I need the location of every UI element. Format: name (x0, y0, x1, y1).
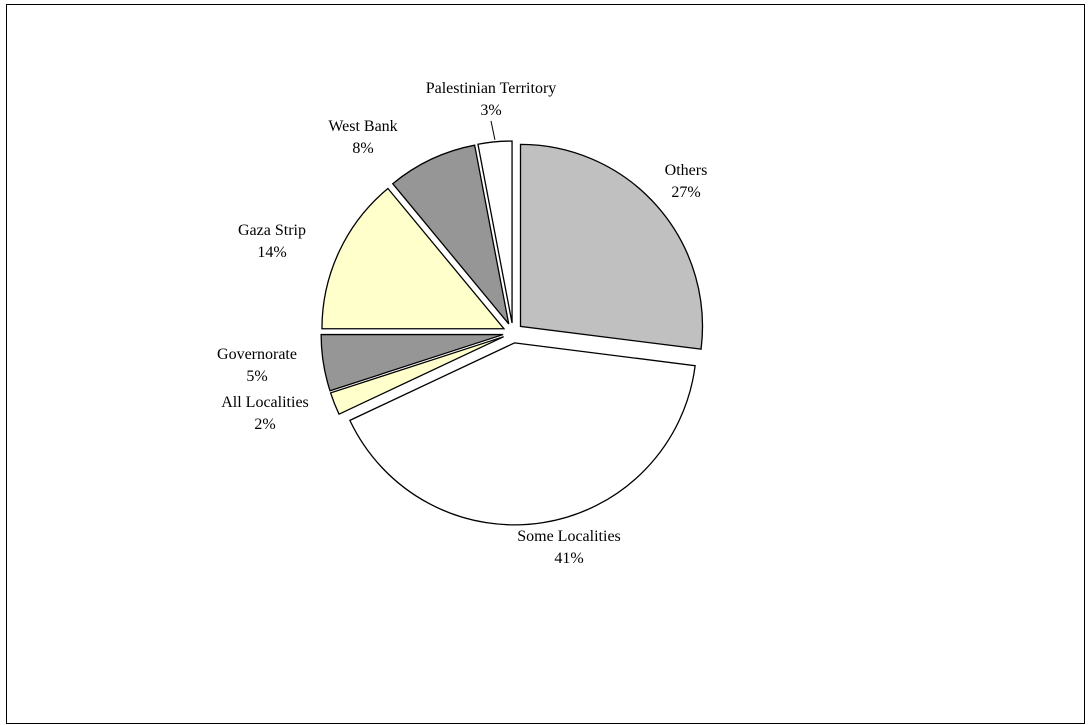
slice-value-label: 41% (554, 550, 583, 567)
pie-slice-some-localities (349, 342, 696, 526)
pie-slice-governorate (320, 333, 504, 392)
slice-value-label: 2% (254, 416, 275, 433)
pie-chart: Others 27% Some Localities 41% All Localitie… (217, 80, 707, 567)
pie-slice-palestinian-territory (477, 140, 513, 324)
pie-slices (320, 140, 704, 526)
slice-value-label: 3% (480, 102, 501, 119)
slice-label: Gaza Strip (238, 222, 306, 239)
slice-label: Governorate (217, 346, 297, 363)
pie-slice-west-bank (391, 144, 510, 325)
slice-label: Others (665, 162, 708, 179)
pie-labels: Others 27% Some Localities 41% All Localitie… (217, 80, 707, 567)
chart-frame: Others 27% Some Localities 41% All Localitie… (6, 4, 1085, 724)
pie-slice-others (519, 143, 704, 350)
slice-value-label: 5% (246, 368, 267, 385)
slice-value-label: 27% (671, 184, 700, 201)
pie-slice-gaza-strip (321, 187, 506, 330)
slice-label: Palestinian Territory (426, 80, 557, 97)
slice-label: West Bank (328, 118, 397, 135)
pie-slice-all-localities (329, 336, 504, 416)
slice-value-label: 8% (352, 140, 373, 157)
slice-label: Some Localities (517, 528, 621, 545)
leader-line (490, 120, 496, 140)
slice-value-label: 14% (257, 244, 286, 261)
slice-label: All Localities (221, 394, 309, 411)
